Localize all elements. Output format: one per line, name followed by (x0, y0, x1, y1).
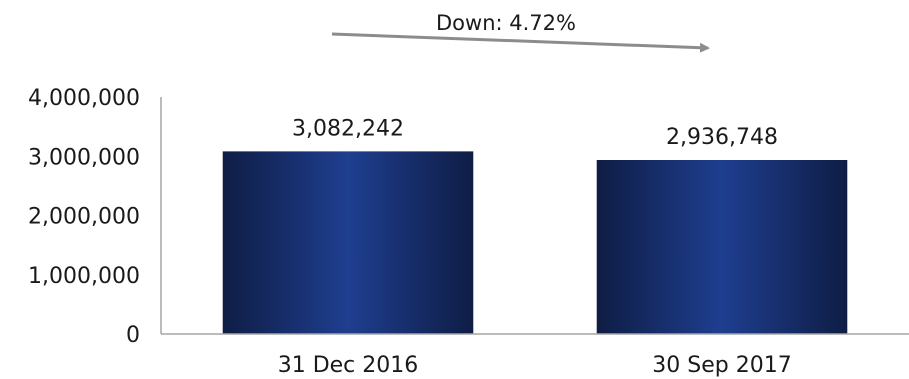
data-label: 2,936,748 (666, 125, 778, 150)
trend-arrow (331, 32, 710, 53)
data-label: 3,082,242 (292, 116, 404, 141)
bar (596, 159, 848, 334)
x-axis-labels: 31 Dec 2016 30 Sep 2017 (278, 353, 792, 378)
y-tick-label: 1,000,000 (28, 264, 140, 289)
y-tick-label: 4,000,000 (28, 86, 140, 111)
x-tick-label: 31 Dec 2016 (278, 353, 419, 378)
y-tick-label: 2,000,000 (28, 205, 140, 230)
y-axis-ticks: 0 1,000,000 2,000,000 3,000,000 4,000,000 (28, 86, 140, 348)
trend-annotation: Down: 4.72% (331, 11, 710, 53)
x-tick-label: 30 Sep 2017 (652, 353, 791, 378)
trend-annotation-label: Down: 4.72% (436, 11, 576, 35)
y-tick-label: 3,000,000 (28, 145, 140, 170)
bars (222, 151, 848, 334)
bar (222, 151, 474, 334)
y-tick-label: 0 (126, 323, 140, 348)
data-labels: 3,082,242 2,936,748 (292, 116, 778, 150)
